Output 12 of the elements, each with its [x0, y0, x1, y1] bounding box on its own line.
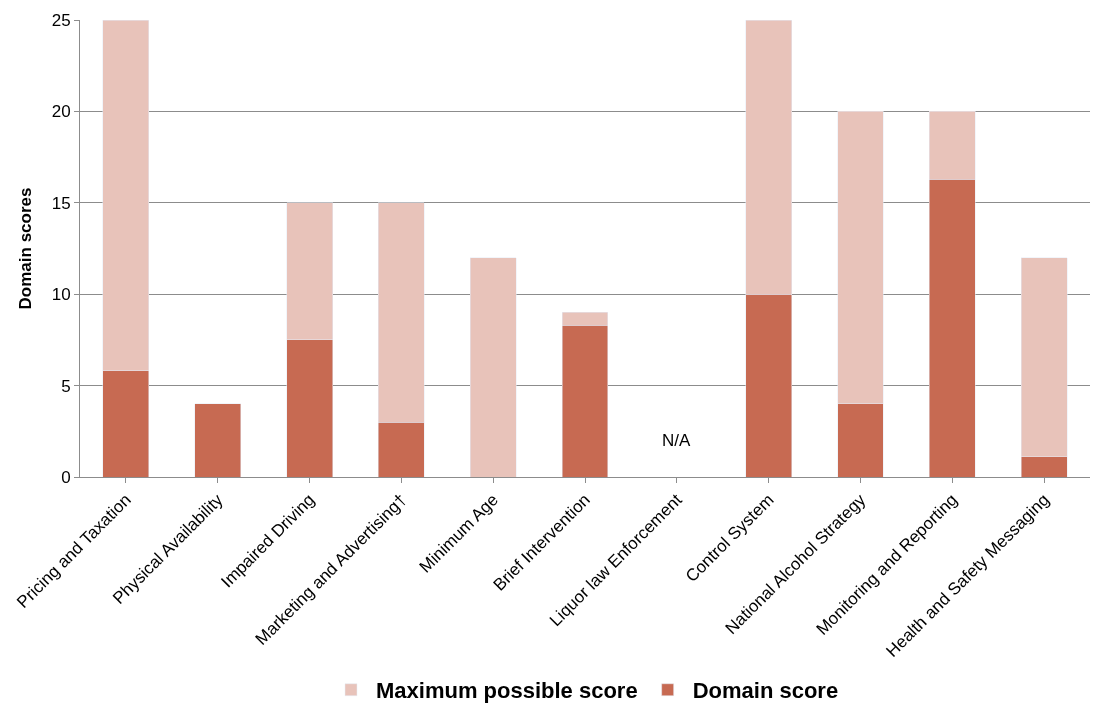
y-tick-label: 5 [61, 376, 71, 396]
annotation: N/A [662, 431, 691, 450]
legend-label: Domain score [692, 678, 839, 704]
bar [469, 257, 517, 477]
y-tick-label: 15 [51, 193, 71, 213]
y-tick-label: 20 [51, 102, 71, 122]
y-tick-label: 0 [61, 467, 71, 487]
bar [194, 403, 241, 477]
y-tick-label: 10 [51, 285, 71, 305]
y-tick-label: 25 [51, 10, 71, 30]
legend-label: Maximum possible score [376, 678, 638, 704]
y-axis-title: Domain scores [16, 187, 36, 310]
